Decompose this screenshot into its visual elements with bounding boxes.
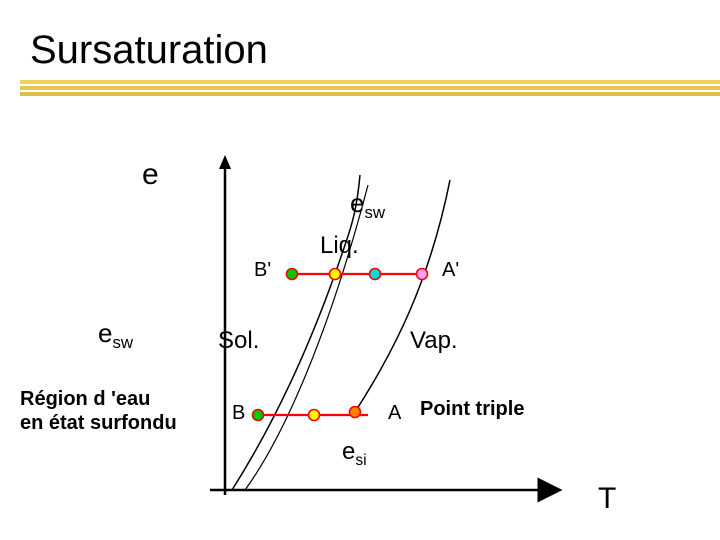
label-T: T: [598, 482, 616, 516]
marker-Ap-mid1: [330, 269, 341, 280]
label-esw_left: esw: [98, 318, 133, 353]
label-esw_top: esw: [350, 188, 385, 223]
marker-B-mid: [309, 410, 320, 421]
label-PT: Point triple: [420, 398, 524, 421]
marker-Ap-mid2: [370, 269, 381, 280]
marker-triple: [350, 407, 361, 418]
label-region2: en état surfondu: [20, 412, 177, 435]
label-esi: esi: [342, 438, 367, 470]
tie-lines: [258, 274, 422, 415]
markers: [253, 269, 428, 421]
label-Vap: Vap.: [410, 327, 458, 355]
label-B: B: [232, 402, 245, 425]
y-axis-arrowhead: [219, 155, 231, 169]
label-e: e: [142, 158, 159, 192]
label-Ap: A': [442, 259, 459, 282]
marker-Bp: [287, 269, 298, 280]
label-Liq: Liq.: [320, 232, 359, 260]
label-Bp: B': [254, 259, 271, 282]
marker-Ap: [417, 269, 428, 280]
marker-B: [253, 410, 264, 421]
label-Sol: Sol.: [218, 327, 259, 355]
label-region1: Région d 'eau: [20, 388, 150, 411]
label-A: A: [388, 402, 401, 425]
